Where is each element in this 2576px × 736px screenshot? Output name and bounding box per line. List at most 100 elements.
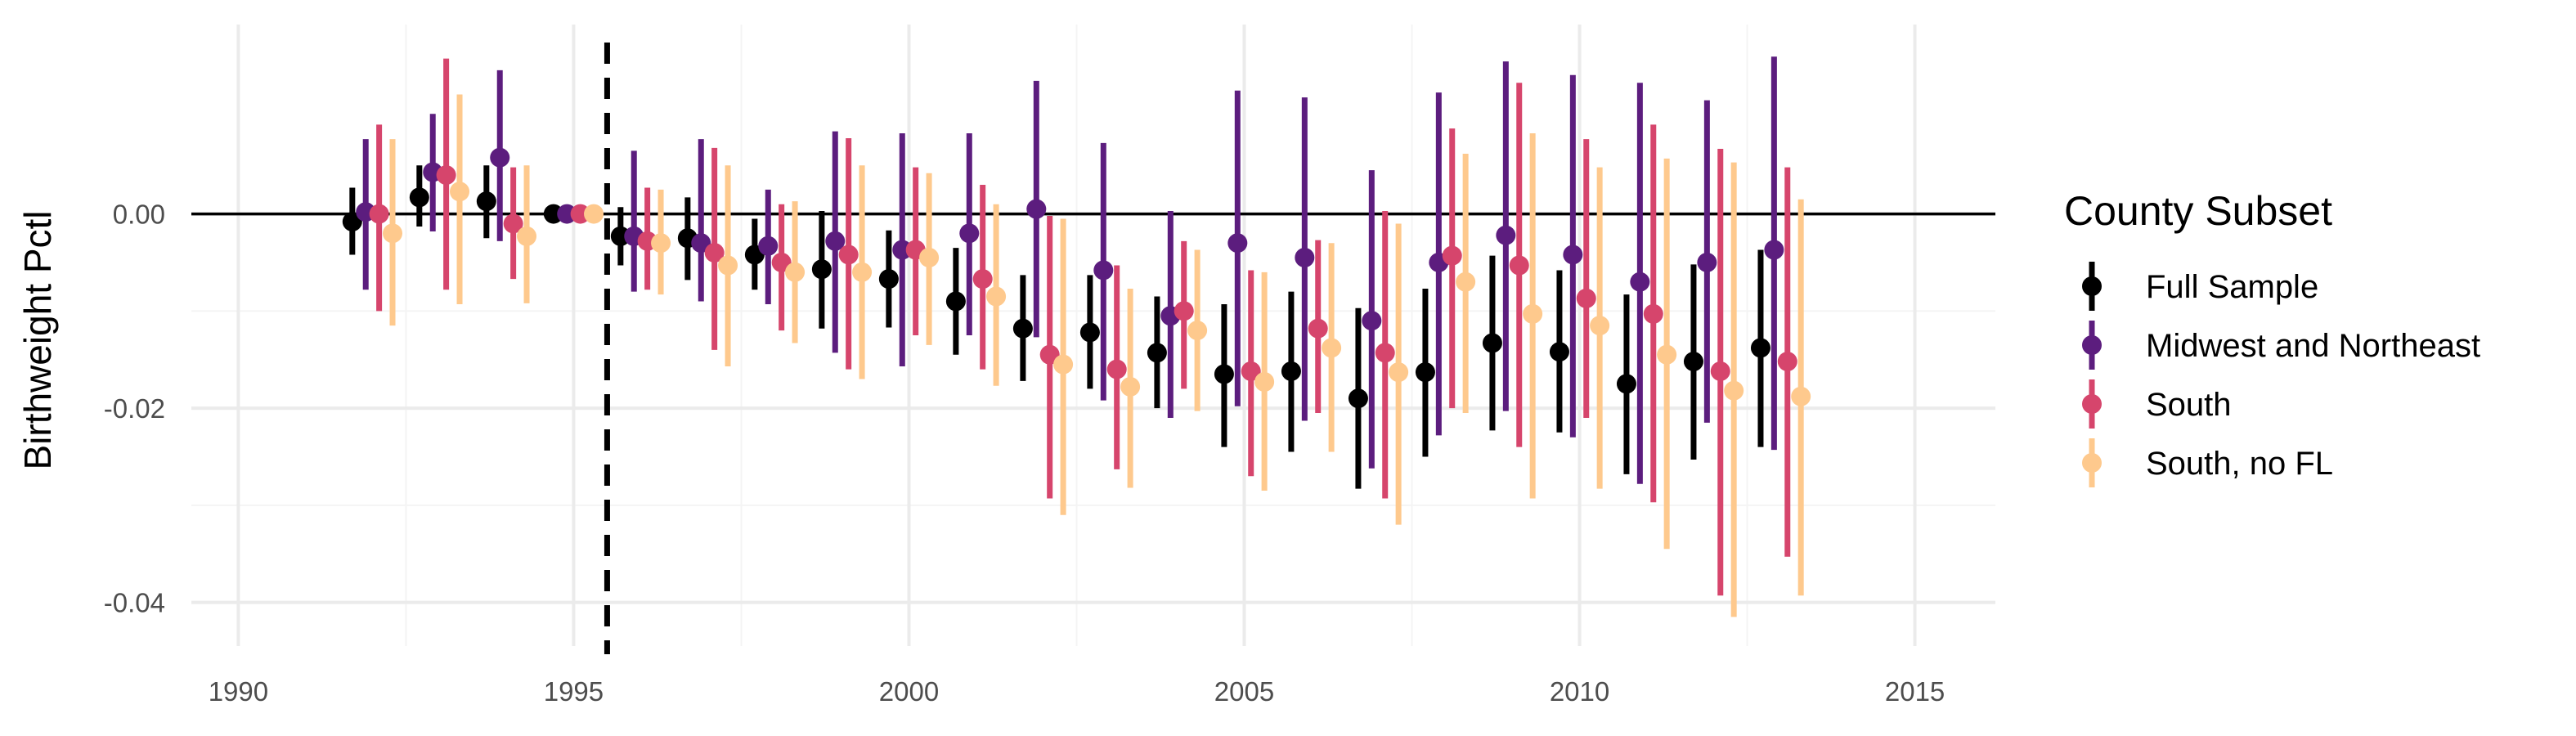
reference-lines (191, 43, 1995, 654)
data-point (1442, 245, 1462, 266)
x-tick-label: 2005 (1214, 676, 1274, 707)
series-full-sample (342, 165, 1770, 489)
data-point (450, 182, 470, 202)
data-point (892, 240, 913, 260)
data-point (1281, 361, 1301, 381)
data-point (1389, 362, 1409, 383)
data-point (838, 245, 859, 265)
legend-item: Midwest and Northeast (2082, 321, 2480, 370)
data-point (1093, 260, 1114, 280)
series-midwest-and-northeast (356, 56, 1784, 484)
data-point (811, 259, 832, 280)
legend-label: Full Sample (2146, 269, 2318, 305)
data-point (1295, 248, 1315, 267)
legend-key-point (2082, 394, 2102, 414)
data-point (557, 204, 577, 224)
data-point (584, 204, 604, 224)
data-point (1724, 380, 1744, 401)
data-point (758, 236, 779, 256)
data-point (651, 233, 671, 254)
data-point (825, 231, 846, 251)
data-point (785, 262, 806, 282)
data-point (1362, 311, 1382, 331)
data-point (1496, 225, 1516, 245)
data-point (1120, 376, 1141, 397)
data-point (1348, 388, 1368, 409)
data-point (959, 223, 980, 244)
data-point (1509, 255, 1529, 276)
legend-label: South (2146, 387, 2232, 423)
data-point (1616, 374, 1636, 394)
data-point (1697, 252, 1717, 272)
data-point (1079, 322, 1100, 343)
data-point (1750, 338, 1770, 358)
data-point (1576, 288, 1596, 308)
x-tick-label: 2015 (1885, 676, 1945, 707)
data-point (1456, 272, 1476, 292)
series-south-no-fl (383, 94, 1811, 617)
data-point (1174, 301, 1194, 321)
legend-key-point (2082, 276, 2102, 296)
legend-item: South, no FL (2082, 438, 2333, 487)
data-point (1415, 362, 1435, 383)
data-point (1683, 352, 1703, 372)
data-point (543, 204, 563, 224)
data-point (1710, 361, 1730, 381)
x-tick-label: 1995 (544, 676, 604, 707)
legend-key-point (2082, 335, 2102, 355)
data-point (369, 204, 389, 224)
series-south (369, 58, 1797, 596)
data-point (1026, 199, 1047, 219)
x-tick-label: 2010 (1550, 676, 1609, 707)
data-point (1241, 361, 1261, 381)
data-point (1322, 338, 1342, 358)
legend-label: Midwest and Northeast (2146, 328, 2480, 364)
data-point (1214, 364, 1234, 384)
data-point (570, 204, 590, 224)
legend-item: Full Sample (2082, 262, 2318, 311)
data-point (1549, 342, 1569, 362)
data-point (517, 226, 537, 246)
data-point (945, 291, 966, 312)
data-point (1523, 303, 1543, 324)
y-tick-label: -0.02 (104, 393, 165, 424)
data-point (1106, 359, 1127, 379)
legend-key-point (2082, 453, 2102, 473)
data-point (503, 213, 523, 234)
data-point (490, 147, 510, 168)
data-point (1590, 316, 1610, 336)
data-point (1764, 240, 1784, 260)
data-point (1053, 354, 1074, 375)
data-point (1630, 272, 1650, 292)
legend-title: County Subset (2064, 188, 2332, 234)
data-point (409, 187, 429, 208)
x-tick-label: 2000 (879, 676, 939, 707)
data-point (1777, 352, 1797, 372)
data-point (1563, 245, 1583, 265)
data-point (1254, 372, 1275, 392)
y-axis-title: Birthweight Pctl (16, 210, 59, 469)
data-point (852, 262, 873, 282)
legend: County Subset Full Sample Midwest and Nor… (2064, 188, 2480, 487)
y-tick-label: -0.04 (104, 588, 165, 618)
data-point (878, 269, 899, 289)
data-point (1227, 233, 1248, 254)
data-point (436, 165, 456, 186)
data-point (1187, 321, 1208, 341)
data-point (1308, 318, 1328, 339)
x-tick-label: 1990 (209, 676, 268, 707)
data-point (610, 226, 631, 246)
data-point (1643, 303, 1663, 324)
data-series (342, 56, 1811, 617)
data-point (1375, 343, 1395, 363)
legend-label: South, no FL (2146, 446, 2333, 482)
data-point (1147, 343, 1167, 363)
y-tick-label: 0.00 (113, 200, 165, 230)
data-point (1012, 318, 1033, 339)
data-point (919, 248, 940, 267)
legend-item: South (2082, 379, 2232, 429)
data-point (476, 191, 496, 212)
data-point (986, 286, 1007, 307)
data-point (972, 269, 993, 289)
